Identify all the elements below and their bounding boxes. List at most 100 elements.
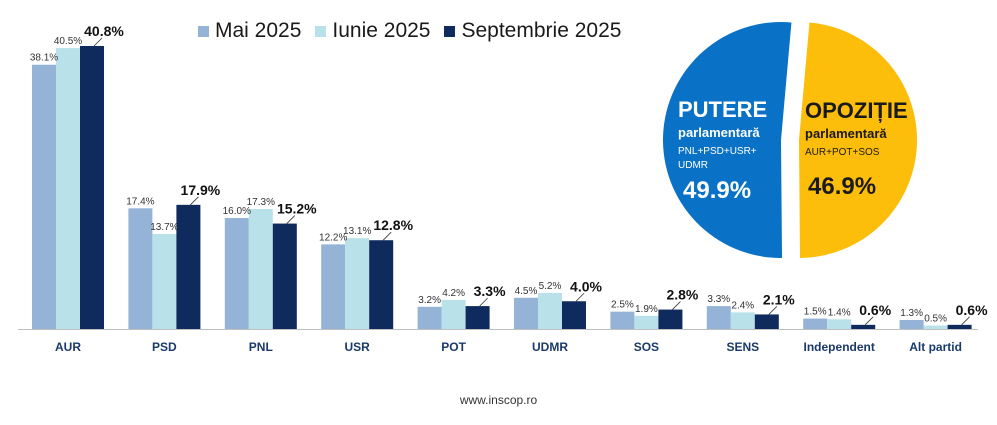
leader-line-sos [672,301,681,310]
bar-sos-s1 [634,315,659,329]
bar-psd-s1 [152,233,177,329]
leader-line-sens [768,306,778,315]
category-label-aur: AUR [55,340,81,354]
pie-putere-value: 49.9% [683,177,751,204]
value-label-usr-s1: 13.1% [343,226,371,237]
category-label-sos: SOS [634,340,659,354]
bar-pot-s2 [465,306,490,329]
value-label-psd-s0: 17.4% [126,196,154,207]
value-label-pnl-s2: 15.2% [277,201,317,217]
pie-slice-opozitie [799,22,918,258]
pie-opozitie-members: AUR+POT+SOS [805,147,880,158]
value-label-usr-s0: 12.2% [319,232,347,243]
bar-alt-partid-s1 [923,325,948,329]
value-label-sens-s0: 3.3% [707,294,730,305]
value-label-sos-s2: 2.8% [666,287,698,303]
bar-aur-s1 [56,48,80,330]
value-label-udmr-s1: 5.2% [539,281,562,292]
legend-item-iunie: Iunie 2025 [315,19,430,43]
leader-line-aur [93,37,103,47]
category-label-psd: PSD [152,340,177,354]
value-label-aur-s1: 40.5% [54,36,82,47]
leader-line-alt-partid [961,316,970,326]
leader-line-pnl [286,215,296,224]
pie-opozitie-subtitle: parlamentară [805,126,887,141]
bar-sos-s0 [610,311,635,329]
category-label-udmr: UDMR [532,340,568,354]
leader-line-psd [190,196,199,206]
value-label-udmr-s2: 4.0% [570,278,602,294]
value-label-independent-s1: 1.4% [828,307,851,318]
bar-psd-s0 [128,208,153,329]
value-label-psd-s1: 13.7% [150,222,178,233]
bar-usr-s0 [321,244,346,329]
value-label-pnl-s1: 17.3% [247,197,275,208]
bar-alt-partid-s0 [899,319,924,329]
pie-putere-title: PUTERE [678,97,767,122]
bar-sens-s0 [706,306,731,329]
bar-usr-s2 [369,240,394,329]
value-label-pnl-s0: 16.0% [223,206,251,217]
bar-sens-s2 [754,314,779,329]
bar-alt-partid-s2 [947,324,972,329]
bar-pnl-s1 [248,209,273,329]
value-label-sens-s2: 2.1% [763,291,795,307]
bar-pot-s1 [441,299,466,329]
category-label-alt-partid: Alt partid [909,340,962,354]
bar-pnl-s0 [224,218,249,329]
legend: Mai 2025 Iunie 2025 Septembrie 2025 [198,19,635,43]
value-label-usr-s2: 12.8% [373,217,413,233]
value-label-udmr-s0: 4.5% [515,286,538,297]
legend-item-septembrie: Septembrie 2025 [444,19,621,43]
leader-line-udmr [575,292,585,302]
bar-pot-s0 [417,306,442,329]
bar-pnl-s2 [272,223,297,329]
leader-line-usr [382,231,392,241]
bar-aur-s0 [32,64,56,330]
bar-psd-s2 [176,204,201,329]
category-label-pot: POT [441,340,466,354]
bar-sens-s1 [730,312,755,329]
value-label-independent-s0: 1.5% [804,307,827,318]
bar-udmr-s0 [514,297,538,329]
value-label-sens-s1: 2.4% [731,300,754,311]
pie-opozitie-title: OPOZIȚIE [805,98,908,123]
value-label-sos-s1: 1.9% [635,304,658,315]
legend-label-mai: Mai 2025 [215,19,302,42]
bar-usr-s1 [345,238,370,329]
value-label-psd-s2: 17.9% [181,182,221,198]
legend-swatch-mai [198,25,209,37]
value-label-pot-s2: 3.3% [474,283,506,299]
legend-item-mai: Mai 2025 [198,19,301,43]
pie-putere-members-1: PNL+PSD+USR+ [678,146,757,157]
value-label-aur-s0: 38.1% [30,53,58,64]
bar-aur-s2 [80,46,104,329]
source-footer: www.inscop.ro [459,393,538,407]
leader-line-independent [864,316,874,326]
legend-label-septembrie: Septembrie 2025 [461,19,622,42]
value-label-alt-partid-s1: 0.5% [924,314,947,325]
bar-independent-s0 [803,318,828,329]
bar-udmr-s2 [562,301,586,329]
leader-line-pot [479,297,488,307]
pie-putere-subtitle: parlamentară [678,125,760,140]
value-label-pot-s0: 3.2% [418,295,441,306]
value-label-alt-partid-s2: 0.6% [956,302,988,318]
value-label-sos-s0: 2.5% [611,300,634,311]
legend-swatch-iunie [315,25,327,37]
pie-putere-members-2: UDMR [678,160,708,171]
bar-udmr-s1 [538,292,562,329]
category-label-independent: Independent [804,340,875,354]
value-label-pot-s1: 4.2% [442,288,465,299]
value-label-aur-s2: 40.8% [84,23,124,39]
category-label-pnl: PNL [249,340,273,354]
bar-sos-s2 [658,309,683,329]
bar-independent-s1 [827,319,852,329]
value-label-alt-partid-s0: 1.3% [900,308,923,319]
category-label-usr: USR [345,340,371,354]
pie-slice-putere [663,22,792,258]
bar-independent-s2 [851,324,876,329]
category-label-sens: SENS [726,340,759,354]
pie-opozitie-value: 46.9% [808,173,876,200]
